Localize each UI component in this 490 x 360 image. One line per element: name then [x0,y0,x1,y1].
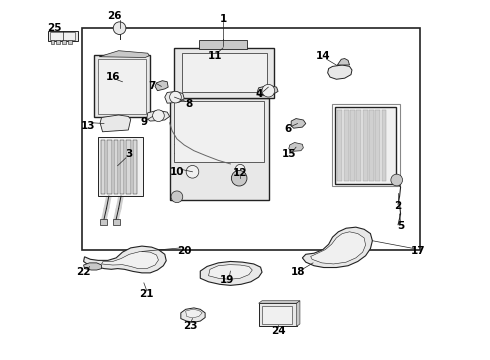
Bar [382,110,387,181]
Ellipse shape [391,174,403,186]
Bar [126,140,131,194]
Polygon shape [257,85,278,96]
Bar [101,140,105,194]
Text: 20: 20 [177,246,192,256]
Bar [68,40,72,44]
Bar [98,59,147,114]
Text: 26: 26 [107,12,122,21]
Text: 23: 23 [183,321,198,332]
Bar [82,28,420,249]
Polygon shape [302,227,372,267]
Polygon shape [289,143,303,152]
Polygon shape [181,308,205,322]
Bar [120,140,124,194]
Text: 12: 12 [233,168,247,178]
Bar [356,110,361,181]
Polygon shape [291,118,306,128]
Bar [48,31,78,41]
Ellipse shape [171,191,183,203]
Text: 22: 22 [76,267,91,277]
Ellipse shape [235,165,245,174]
Text: 14: 14 [316,51,330,61]
Text: 10: 10 [170,167,184,177]
Polygon shape [147,111,170,121]
Text: 6: 6 [284,124,292,134]
Ellipse shape [113,22,126,35]
Polygon shape [165,91,184,103]
Polygon shape [100,115,131,132]
Text: 5: 5 [397,221,404,231]
Bar [113,219,120,225]
Text: 1: 1 [220,14,227,23]
Bar [338,110,342,181]
Ellipse shape [108,117,122,130]
Bar [100,219,107,225]
Bar [335,107,396,184]
Bar [369,110,374,181]
Bar [98,137,143,196]
Bar [375,110,380,181]
Text: 16: 16 [105,72,120,82]
Polygon shape [99,51,149,58]
Bar [174,102,265,162]
Ellipse shape [262,84,275,97]
Polygon shape [186,309,202,318]
Bar [62,40,66,44]
Bar [199,40,247,49]
Polygon shape [338,59,349,65]
Text: 25: 25 [47,23,62,33]
Text: 8: 8 [185,99,193,109]
Ellipse shape [170,91,181,103]
Text: 13: 13 [81,121,96,131]
Bar [107,140,112,194]
Bar [50,32,75,40]
Bar [259,303,296,327]
Bar [262,306,292,324]
Text: 17: 17 [411,247,425,256]
Polygon shape [209,265,252,279]
Text: 15: 15 [282,149,296,159]
Bar [182,53,267,93]
Polygon shape [84,263,101,270]
Bar [50,40,54,44]
Bar [174,48,274,98]
Polygon shape [84,246,166,273]
Polygon shape [328,65,352,79]
Ellipse shape [186,166,199,178]
Polygon shape [200,261,262,285]
Text: 3: 3 [125,149,133,159]
Text: 2: 2 [394,201,402,211]
Ellipse shape [152,110,164,122]
Bar [114,140,118,194]
Text: 19: 19 [220,275,234,285]
Bar [363,110,368,181]
Polygon shape [311,232,366,264]
Bar [56,40,60,44]
Text: 4: 4 [256,89,263,99]
Polygon shape [155,81,168,91]
Bar [332,104,400,186]
Polygon shape [259,301,300,303]
Bar [350,110,355,181]
Bar [170,98,270,200]
Polygon shape [296,301,300,327]
Bar [133,140,137,194]
Text: 21: 21 [140,289,154,298]
Text: 7: 7 [148,81,155,91]
Text: 18: 18 [291,267,306,277]
Text: 24: 24 [271,326,285,336]
Bar [343,110,348,181]
Ellipse shape [231,170,247,186]
Text: 11: 11 [208,51,222,61]
Polygon shape [101,251,158,269]
Bar [94,55,150,117]
Text: 9: 9 [140,117,147,127]
